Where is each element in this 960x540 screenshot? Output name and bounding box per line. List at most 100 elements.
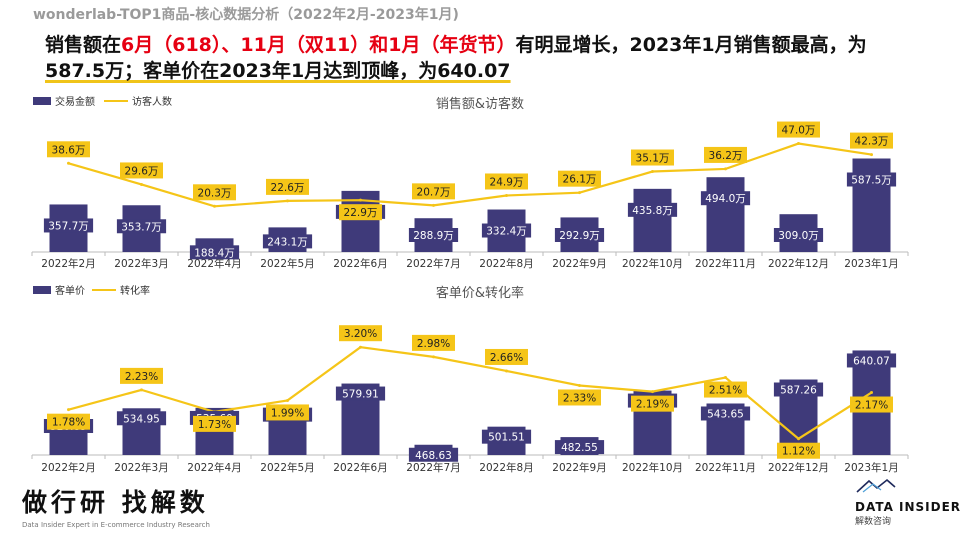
line-value-label-bg <box>558 389 601 406</box>
line-point <box>359 198 362 202</box>
line-value-label-bg <box>193 415 236 432</box>
bar-value-label-bg <box>700 406 751 421</box>
bar-value-label-bg <box>43 218 94 233</box>
line-value-label: 22.9万 <box>344 207 378 219</box>
line-point <box>870 153 873 157</box>
category-label: 2022年5月 <box>260 461 314 474</box>
legend-label-line: 访客人数 <box>132 95 172 108</box>
bar-value-label: 543.65 <box>707 408 744 420</box>
line-value-label: 3.20% <box>344 328 377 340</box>
line-point <box>797 437 800 441</box>
brand-right: DATA INSIDER 解数咨询 <box>855 478 960 527</box>
bar-value-label-bg <box>773 382 824 397</box>
line-series <box>68 346 873 441</box>
line-value-label-bg <box>631 395 674 412</box>
line-point <box>67 408 70 412</box>
line-value-label-bg <box>266 404 309 421</box>
line-value-label-bg <box>412 183 455 200</box>
line-value-label-bg <box>47 413 90 430</box>
bar-value-label-bg <box>189 245 240 260</box>
line-value-label-bg <box>412 334 455 351</box>
bar-value-label: 482.55 <box>561 442 598 454</box>
bar-value-label-bg <box>408 447 459 462</box>
category-label: 2022年3月 <box>114 257 168 270</box>
brand-tagline: Data Insider Expert in E-commerce Indust… <box>22 521 210 529</box>
bar-value-label-bg <box>481 223 532 238</box>
bar-value-label: 587.5万 <box>851 175 892 187</box>
line-point <box>651 390 654 394</box>
line-value-label-bg <box>850 396 893 413</box>
line-point <box>505 369 508 373</box>
bar-value-label: 332.4万 <box>486 226 527 238</box>
brand-left: 做行研 找解数 Data Insider Expert in E-commerc… <box>22 483 210 529</box>
bar-value-label: 534.95 <box>123 413 160 425</box>
line-value-label: 20.7万 <box>417 186 451 198</box>
bar-value-label-bg <box>262 234 313 249</box>
bar-value-label: 292.9万 <box>559 230 600 242</box>
line-value-label-bg <box>120 367 163 384</box>
bar-value-label-bg <box>335 386 386 401</box>
category-label: 2022年7月 <box>406 461 460 474</box>
line-value-label-bg <box>339 204 382 221</box>
line-value-label-bg <box>120 162 163 179</box>
brand-name: DATA INSIDER <box>855 500 960 514</box>
bar-value-label: 243.1万 <box>267 236 308 248</box>
bar-value-label-bg <box>116 411 167 426</box>
line-point <box>578 191 581 195</box>
line-value-label: 2.98% <box>417 338 450 350</box>
line-point <box>140 388 143 392</box>
headline-part-4: 587.5万；客单价在2023年1月达到顶峰，为640.07 <box>45 60 511 82</box>
line-value-label: 42.3万 <box>855 136 889 148</box>
line-value-label: 1.73% <box>198 419 231 431</box>
line-value-label: 2.66% <box>490 352 523 364</box>
category-label: 2022年2月 <box>41 257 95 270</box>
page-subtitle: wonderlab-TOP1商品-核心数据分析（2022年2月-2023年1月) <box>33 7 459 23</box>
legend-label-bar: 交易金额 <box>55 95 95 108</box>
bar-value-label-bg <box>481 429 532 444</box>
line-point <box>140 182 143 186</box>
category-label: 2022年6月 <box>333 461 387 474</box>
category-label: 2022年8月 <box>479 461 533 474</box>
line-value-label: 2.19% <box>636 399 669 411</box>
line-value-label: 35.1万 <box>636 153 670 165</box>
category-label: 2022年12月 <box>768 461 829 474</box>
bar-value-label: 188.4万 <box>194 247 235 259</box>
category-label: 2022年9月 <box>552 461 606 474</box>
bar-value-label-bg <box>700 191 751 206</box>
line-value-label-bg <box>704 381 747 398</box>
line-point <box>797 142 800 146</box>
category-label: 2022年5月 <box>260 257 314 270</box>
line-value-label: 2.23% <box>125 371 158 383</box>
line-value-label: 22.6万 <box>271 182 305 194</box>
line-value-label: 2.33% <box>563 392 596 404</box>
chart-title: 销售额&访客数 <box>436 96 524 112</box>
line-value-label: 20.3万 <box>198 187 232 199</box>
line-point <box>359 345 362 349</box>
headline-part-1: 销售额在 <box>45 34 122 56</box>
category-label: 2022年12月 <box>768 257 829 270</box>
line-value-label-bg <box>47 141 90 158</box>
bar-value-label: 288.9万 <box>413 230 454 242</box>
bar-value-label: 468.63 <box>415 450 452 462</box>
legend-label-bar: 客单价 <box>55 284 85 297</box>
bar-value-label-bg <box>554 228 605 242</box>
category-label: 2023年1月 <box>844 257 898 270</box>
category-label: 2022年10月 <box>622 461 683 474</box>
category-label: 2022年11月 <box>695 461 756 474</box>
line-value-label: 1.12% <box>782 446 815 458</box>
line-point <box>67 161 70 165</box>
legend-label-line: 转化率 <box>120 284 150 297</box>
line-value-label: 1.99% <box>271 407 304 419</box>
bar-value-label-bg <box>773 228 824 242</box>
line-value-label-bg <box>777 442 820 459</box>
bar-value-label: 435.8万 <box>632 205 673 217</box>
bar-value-label: 640.07 <box>853 355 890 367</box>
category-label: 2023年1月 <box>844 461 898 474</box>
line-point <box>286 398 289 402</box>
line-value-label-bg <box>485 173 528 190</box>
line-value-label-bg <box>266 178 309 195</box>
line-value-label: 26.1万 <box>563 174 597 186</box>
bar-value-label: 357.7万 <box>48 220 89 232</box>
bar <box>706 177 745 252</box>
line-point <box>578 383 581 387</box>
